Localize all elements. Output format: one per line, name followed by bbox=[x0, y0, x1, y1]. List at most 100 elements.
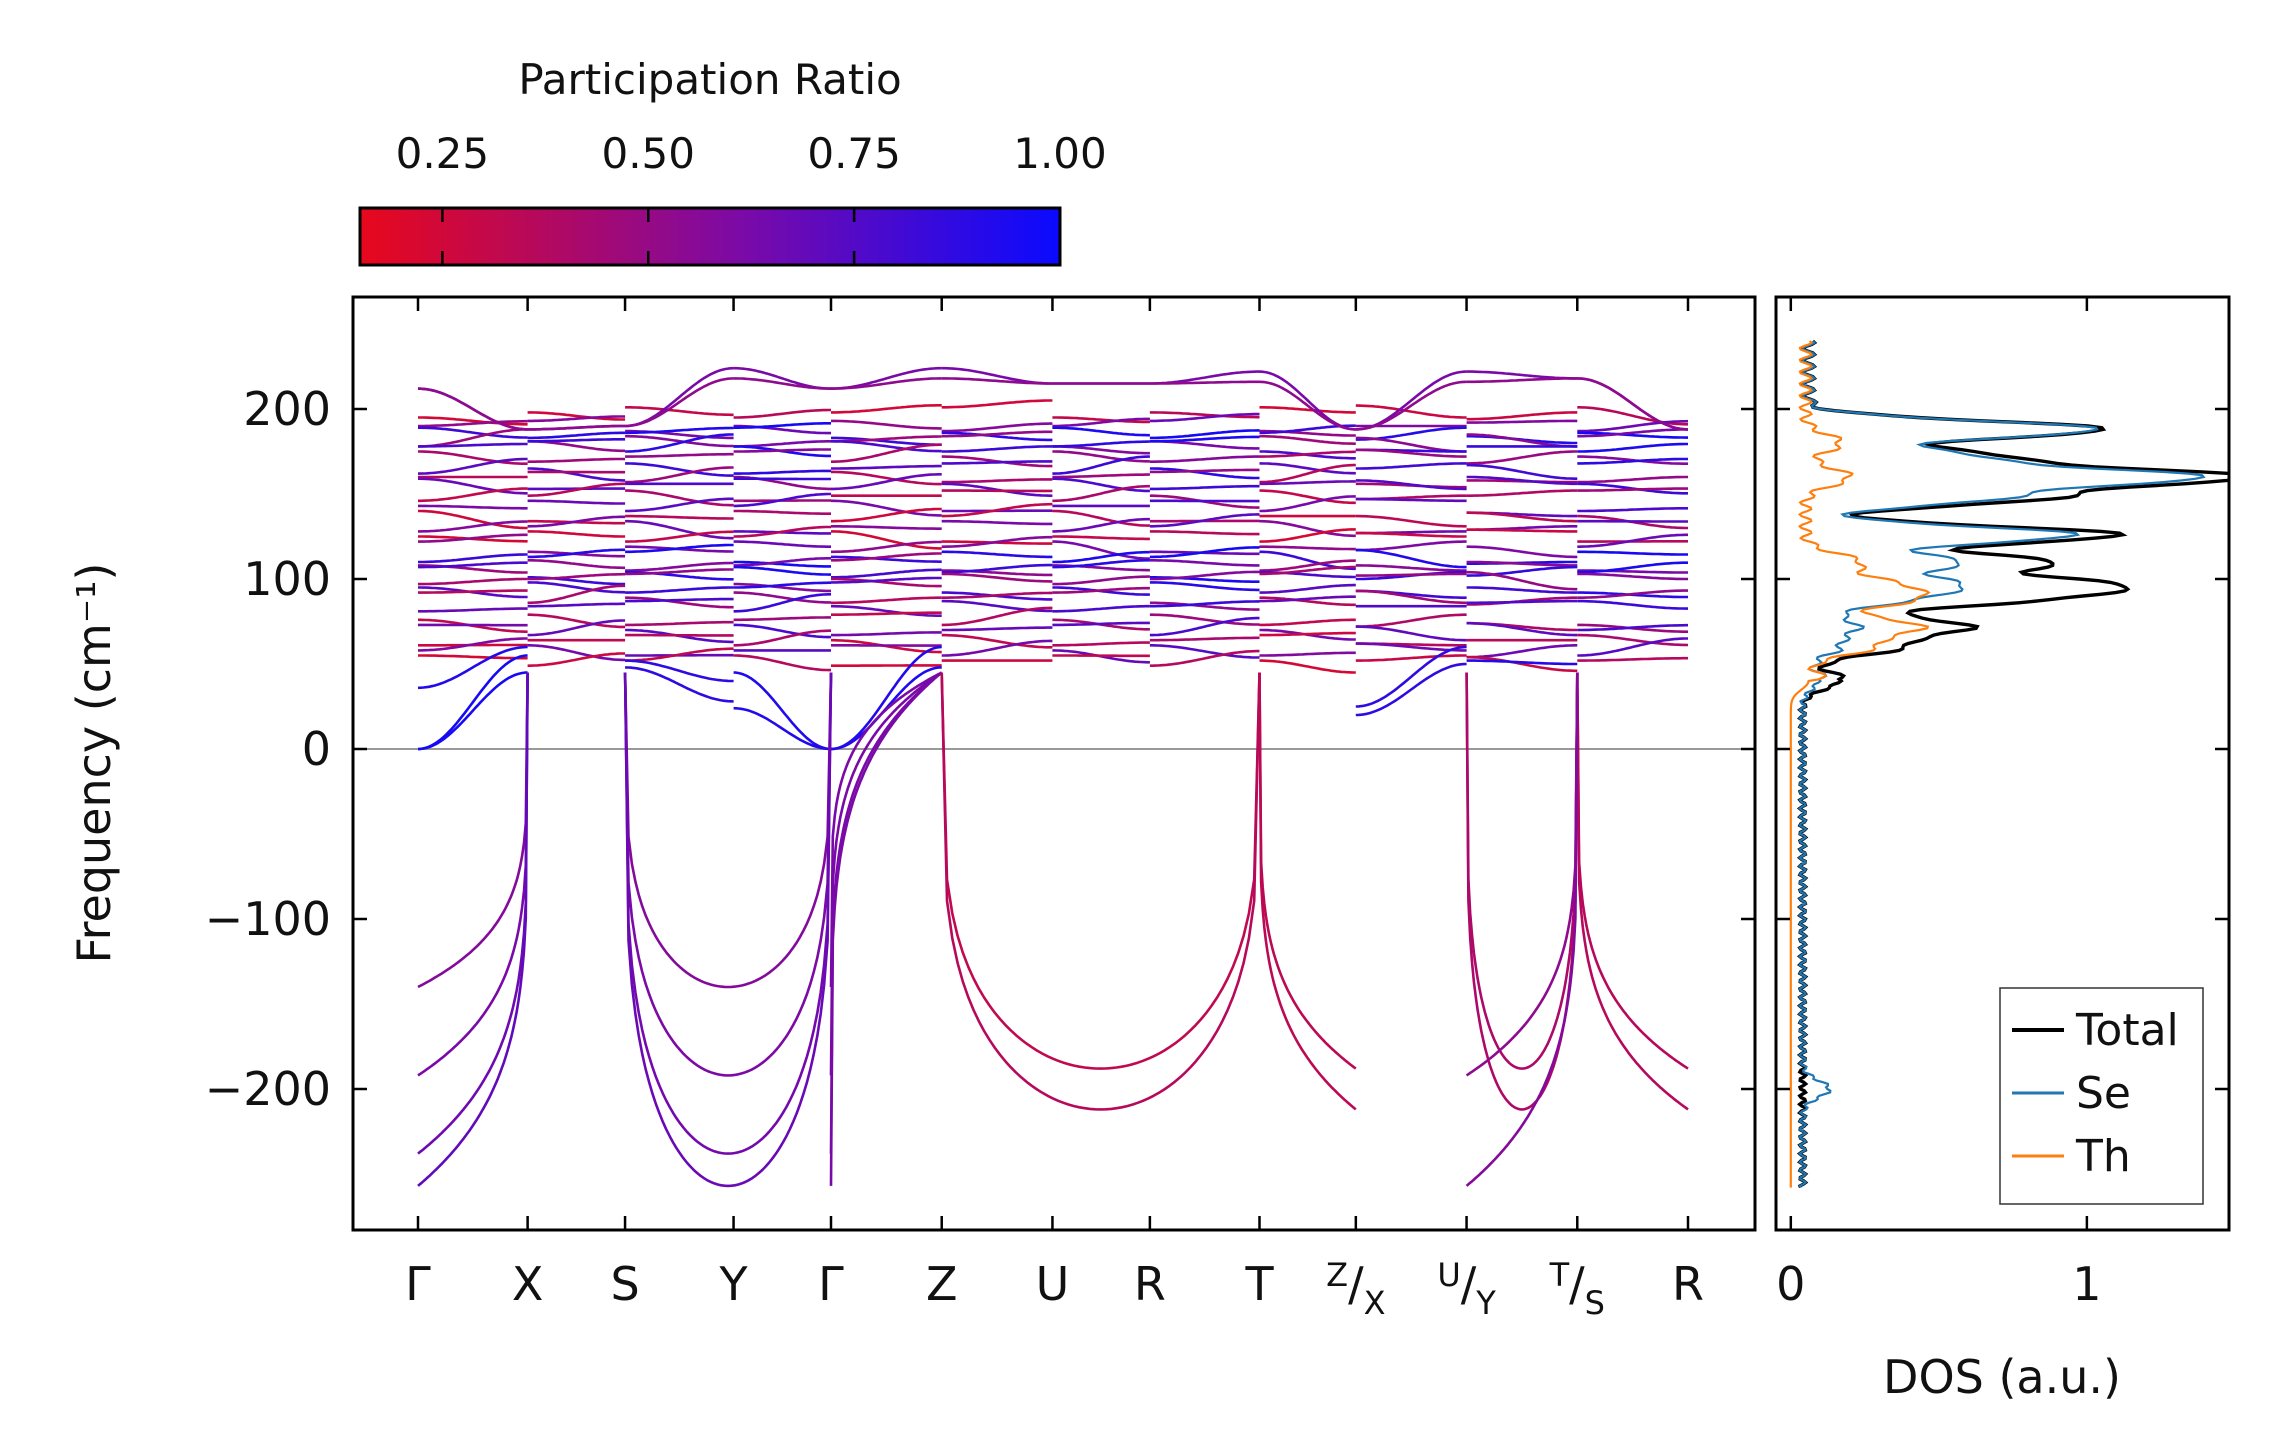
optical-band bbox=[625, 514, 734, 520]
y-tick-label: 0 bbox=[302, 722, 331, 776]
optical-band bbox=[625, 543, 734, 554]
optical-band bbox=[1259, 659, 1356, 674]
optical-band bbox=[527, 482, 626, 497]
dos-legend: Total Se Th bbox=[1999, 987, 2204, 1205]
optical-band bbox=[625, 466, 734, 484]
optical-band bbox=[1052, 559, 1150, 569]
optical-band bbox=[941, 550, 1053, 559]
optical-band bbox=[1466, 463, 1578, 480]
optical-band bbox=[1149, 644, 1260, 659]
optical-band bbox=[1259, 463, 1356, 484]
optical-band bbox=[527, 572, 626, 581]
optical-band bbox=[941, 572, 1053, 583]
optical-band bbox=[527, 411, 626, 421]
top-band bbox=[1259, 370, 1356, 431]
optical-band bbox=[1259, 595, 1356, 603]
optical-band bbox=[1355, 625, 1467, 642]
colorbar-tick-label: 0.75 bbox=[807, 129, 901, 178]
optical-band bbox=[1052, 450, 1150, 463]
optical-band bbox=[733, 492, 831, 508]
top-band bbox=[1355, 370, 1467, 431]
legend-frame bbox=[1999, 987, 2204, 1205]
optical-band bbox=[831, 436, 942, 446]
optical-band bbox=[1259, 462, 1356, 475]
top-band bbox=[625, 377, 734, 428]
optical-band bbox=[1577, 572, 1688, 581]
optical-band bbox=[1149, 636, 1260, 642]
optical-band bbox=[418, 589, 528, 594]
optical-band bbox=[831, 611, 942, 616]
optical-band bbox=[831, 404, 942, 414]
optical-band bbox=[831, 530, 942, 550]
optical-band bbox=[1577, 533, 1688, 548]
optical-band bbox=[1466, 621, 1578, 637]
acoustic-band bbox=[417, 654, 528, 751]
optical-band bbox=[1149, 601, 1260, 611]
soft-mode-band bbox=[1465, 672, 1579, 1111]
optical-band bbox=[418, 477, 528, 495]
optical-band bbox=[831, 631, 942, 637]
optical-band bbox=[1466, 586, 1578, 594]
top-band bbox=[1466, 377, 1578, 384]
optical-band bbox=[527, 619, 626, 637]
optical-band bbox=[1355, 540, 1467, 552]
colorbar-tick-label: 0.25 bbox=[396, 129, 490, 178]
dos-curves bbox=[1789, 339, 2229, 1189]
y-tick-label: 200 bbox=[243, 382, 331, 436]
optical-band bbox=[1577, 633, 1689, 647]
band-axes-frame bbox=[351, 295, 1757, 1232]
optical-band bbox=[1149, 411, 1260, 419]
optical-band bbox=[625, 597, 734, 603]
optical-band bbox=[418, 509, 528, 530]
y-tick-label: −200 bbox=[205, 1062, 331, 1116]
optical-band bbox=[1149, 613, 1260, 626]
optical-band bbox=[527, 415, 626, 423]
optical-band bbox=[1259, 495, 1356, 513]
soft-mode-band bbox=[940, 672, 1261, 1111]
top-band bbox=[417, 387, 528, 431]
optical-band bbox=[831, 419, 942, 430]
optical-band bbox=[1259, 519, 1356, 538]
dos-x-axis-label: DOS (a.u.) bbox=[1883, 1350, 2121, 1404]
top-band bbox=[1149, 380, 1260, 385]
top-band bbox=[1355, 380, 1467, 431]
optical-band bbox=[733, 469, 831, 475]
soft-mode-band bbox=[417, 672, 529, 989]
optical-band bbox=[1466, 545, 1578, 559]
optical-band bbox=[733, 422, 831, 429]
top-band bbox=[733, 377, 831, 390]
high-symmetry-point-label: X bbox=[512, 1257, 544, 1311]
optical-band bbox=[733, 408, 831, 419]
optical-band bbox=[1052, 575, 1150, 586]
high-symmetry-point-label: R bbox=[1134, 1257, 1166, 1311]
optical-band bbox=[1355, 589, 1467, 605]
soft-mode-band bbox=[623, 672, 833, 1155]
optical-band bbox=[1355, 448, 1467, 458]
optical-band bbox=[1149, 412, 1260, 423]
dos-x-tick-label: 0 bbox=[1776, 1257, 1805, 1311]
optical-band bbox=[1355, 514, 1467, 528]
high-symmetry-point-label: Γ bbox=[405, 1257, 431, 1311]
soft-mode-band bbox=[1576, 672, 1689, 1070]
optical-band bbox=[1052, 517, 1150, 533]
optical-band bbox=[1577, 419, 1689, 433]
soft-mode-band bbox=[623, 672, 833, 989]
optical-band bbox=[733, 565, 831, 576]
soft-mode-band bbox=[829, 671, 943, 1186]
optical-band bbox=[1052, 416, 1150, 424]
y-axis-label: Frequency (cm⁻¹) bbox=[67, 563, 121, 964]
optical-band bbox=[1259, 559, 1356, 572]
optical-band bbox=[1577, 561, 1688, 574]
optical-band bbox=[527, 515, 626, 528]
y-tick-label: 100 bbox=[243, 552, 331, 606]
soft-mode-band bbox=[623, 672, 833, 1077]
optical-band bbox=[625, 568, 734, 576]
optical-band bbox=[831, 555, 942, 563]
optical-band bbox=[527, 559, 626, 570]
optical-band bbox=[625, 433, 734, 453]
legend-label-total: Total bbox=[2075, 1005, 2179, 1056]
optical-band bbox=[1466, 419, 1578, 424]
optical-band bbox=[625, 519, 734, 540]
soft-mode-band bbox=[1465, 672, 1579, 1077]
acoustic-band bbox=[733, 706, 832, 751]
